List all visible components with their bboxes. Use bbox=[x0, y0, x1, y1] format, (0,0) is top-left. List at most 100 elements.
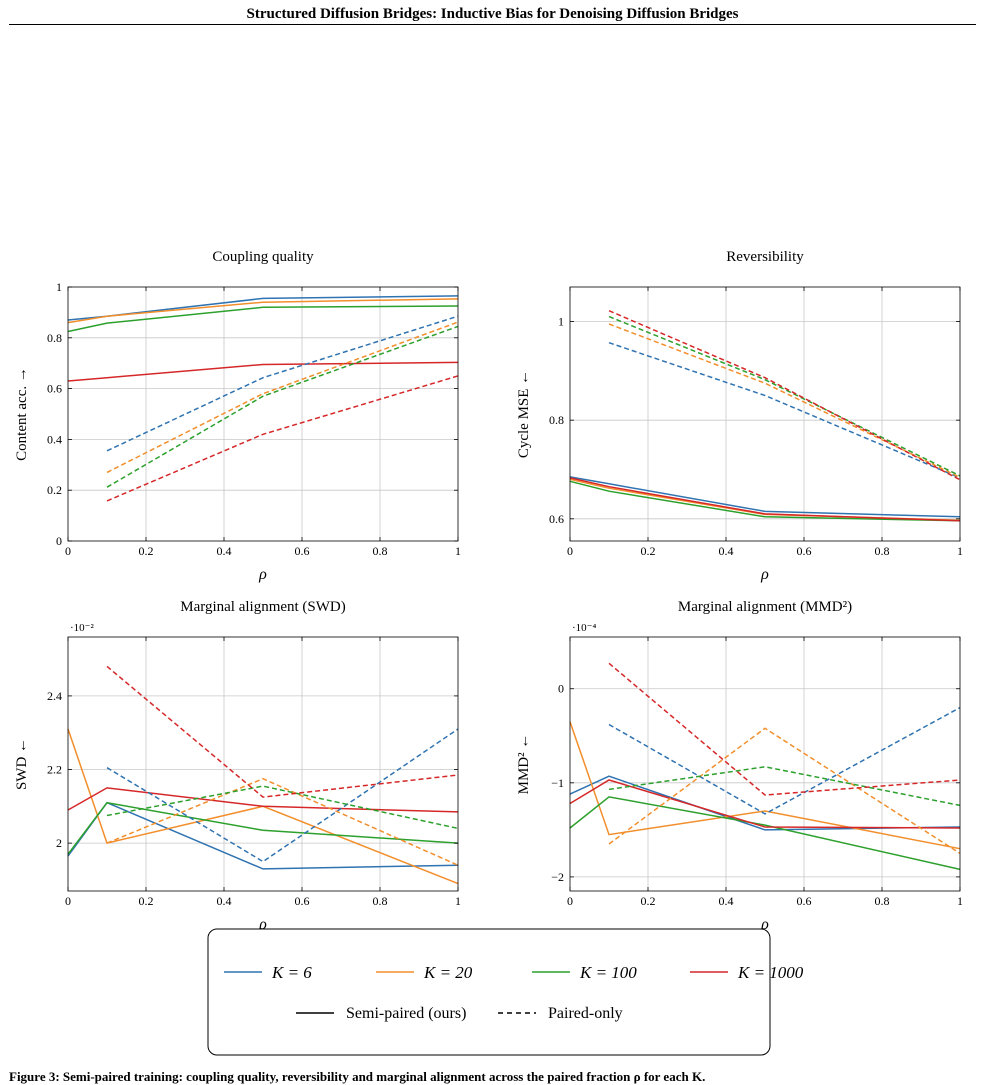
swd-ytick-label: 2.2 bbox=[47, 763, 62, 777]
swd-ytick-label: 2 bbox=[56, 836, 62, 850]
reversibility-series-100-paired-only bbox=[608, 315, 961, 477]
legend-label-k20: K = 20 bbox=[423, 963, 473, 982]
reversibility-xtick-label: 0.6 bbox=[797, 544, 812, 558]
mmd2-ytick-label: 0 bbox=[558, 682, 564, 696]
mmd2-series-6-paired-only bbox=[608, 706, 961, 815]
reversibility-xtick-label: 0.2 bbox=[641, 544, 656, 558]
swd-ytick-label: 2.4 bbox=[47, 689, 62, 703]
mmd2-ylabel: MMD² ← bbox=[516, 734, 532, 795]
swd-series-100-semi-paired bbox=[67, 801, 459, 855]
reversibility-xtick-label: 0.4 bbox=[719, 544, 734, 558]
mmd2-series-20-semi-paired bbox=[569, 721, 961, 850]
coupling-quality-series-1000-paired-only bbox=[106, 375, 459, 502]
mmd2-series-20-paired-only bbox=[608, 727, 961, 855]
coupling-quality-series-20-paired-only bbox=[106, 321, 459, 474]
coupling-quality-series-6-semi-paired bbox=[67, 295, 459, 321]
mmd2-title: Marginal alignment (MMD²) bbox=[678, 599, 852, 615]
coupling-quality-ylabel: Content acc. → bbox=[14, 367, 30, 461]
reversibility-series-6-paired-only bbox=[608, 341, 961, 479]
legend-label-k6: K = 6 bbox=[271, 963, 312, 982]
swd-series-20-semi-paired bbox=[67, 728, 459, 885]
reversibility-title: Reversibility bbox=[726, 249, 804, 265]
reversibility-plot-frame bbox=[569, 286, 961, 542]
coupling-quality-xlabel: ρ bbox=[258, 566, 267, 583]
reversibility-series-20-paired-only bbox=[608, 323, 961, 479]
coupling-quality-xtick-label: 0 bbox=[65, 544, 71, 558]
figure-canvas: 0 0.2 0.4 0.6 0.8 1 0 0.2 0.4 0.6 0.8 1 Coupling qua… bbox=[14, 249, 963, 1056]
coupling-quality-xtick-label: 0.8 bbox=[373, 544, 388, 558]
coupling-quality-series-100-paired-only bbox=[106, 325, 459, 488]
reversibility-xlabel: ρ bbox=[760, 566, 769, 583]
page-header: Structured Diffusion Bridges: Inductive … bbox=[0, 0, 985, 30]
coupling-quality-series-20-semi-paired bbox=[67, 298, 459, 324]
swd-xlabel: ρ bbox=[258, 916, 267, 933]
coupling-quality-ytick-label: 0.8 bbox=[47, 331, 62, 345]
mmd2-series-100-semi-paired bbox=[569, 796, 961, 871]
figure-caption-text: Figure 3: Semi-paired training: coupling… bbox=[9, 1069, 706, 1084]
reversibility-series-1000-paired-only bbox=[608, 310, 961, 481]
swd-xtick-label: 0.6 bbox=[295, 894, 310, 908]
mmd2-series-100-paired-only bbox=[608, 766, 961, 807]
reversibility-series-1000-semi-paired bbox=[569, 477, 961, 522]
mmd2-scale-label: ·10⁻⁴ bbox=[572, 622, 596, 634]
reversibility-series-100-semi-paired bbox=[569, 480, 961, 522]
figure-caption: Figure 3: Semi-paired training: coupling… bbox=[0, 1069, 985, 1085]
header-rule bbox=[9, 24, 976, 25]
swd-title: Marginal alignment (SWD) bbox=[180, 599, 346, 615]
swd-ylabel: SWD ← bbox=[14, 738, 30, 790]
mmd2-series-1000-semi-paired bbox=[569, 779, 961, 829]
coupling-quality-xtick-label: 0.2 bbox=[139, 544, 154, 558]
coupling-quality-xtick-label: 1 bbox=[455, 544, 461, 558]
swd-series-6-paired-only bbox=[106, 728, 459, 863]
reversibility-ylabel: Cycle MSE ← bbox=[516, 370, 532, 458]
coupling-quality-series-100-semi-paired bbox=[67, 305, 459, 333]
reversibility-xtick-label: 1 bbox=[957, 544, 963, 558]
swd-series-1000-paired-only bbox=[106, 665, 459, 798]
coupling-quality-ytick-label: 0.4 bbox=[47, 432, 62, 446]
mmd2-xtick-label: 0.6 bbox=[797, 894, 812, 908]
legend-label-k100: K = 100 bbox=[579, 963, 637, 982]
reversibility-xtick-label: 0.8 bbox=[875, 544, 890, 558]
coupling-quality-xtick-label: 0.4 bbox=[217, 544, 232, 558]
paper-running-title: Structured Diffusion Bridges: Inductive … bbox=[246, 6, 739, 22]
coupling-quality-xtick-label: 0.6 bbox=[295, 544, 310, 558]
swd-scale-label: ·10⁻² bbox=[70, 622, 94, 634]
mmd2-ytick-label: −1 bbox=[551, 776, 564, 790]
swd-xtick-label: 0.2 bbox=[139, 894, 154, 908]
reversibility-ytick-label: 0.6 bbox=[549, 512, 564, 526]
mmd2-ytick-label: −2 bbox=[551, 870, 564, 884]
mmd2-xtick-label: 0.2 bbox=[641, 894, 656, 908]
mmd2-xlabel: ρ bbox=[760, 916, 769, 933]
coupling-quality-title: Coupling quality bbox=[212, 249, 314, 265]
mmd2-xtick-label: 0.4 bbox=[719, 894, 734, 908]
mmd2-xtick-label: 1 bbox=[957, 894, 963, 908]
mmd2-series-6-semi-paired bbox=[569, 775, 961, 831]
swd-xtick-label: 0.8 bbox=[373, 894, 388, 908]
coupling-quality-series-1000-semi-paired bbox=[67, 361, 459, 382]
mmd2-xtick-label: 0.8 bbox=[875, 894, 890, 908]
coupling-quality-plot-frame bbox=[67, 286, 459, 542]
reversibility-ytick-label: 1 bbox=[558, 315, 564, 329]
coupling-quality-ytick-label: 1 bbox=[56, 280, 62, 294]
mmd2-xtick-label: 0 bbox=[567, 894, 573, 908]
coupling-quality-series-6-paired-only bbox=[106, 315, 459, 452]
swd-plot-frame bbox=[67, 636, 459, 892]
reversibility-xtick-label: 0 bbox=[567, 544, 573, 558]
swd-xtick-label: 1 bbox=[455, 894, 461, 908]
reversibility-series-6-semi-paired bbox=[569, 476, 961, 518]
swd-series-1000-semi-paired bbox=[67, 787, 459, 813]
swd-xtick-label: 0.4 bbox=[217, 894, 232, 908]
coupling-quality-ytick-label: 0.2 bbox=[47, 483, 62, 497]
swd-xtick-label: 0 bbox=[65, 894, 71, 908]
swd-series-100-paired-only bbox=[106, 785, 459, 830]
legend-label-paired-only: Paired-only bbox=[548, 1005, 623, 1022]
coupling-quality-ytick-label: 0.6 bbox=[47, 382, 62, 396]
legend-box bbox=[207, 928, 771, 1056]
legend-label-semi-paired: Semi-paired (ours) bbox=[346, 1005, 466, 1022]
coupling-quality-ytick-label: 0 bbox=[56, 534, 62, 548]
reversibility-ytick-label: 0.8 bbox=[549, 413, 564, 427]
mmd2-series-1000-paired-only bbox=[608, 662, 961, 796]
legend-label-k1000: K = 1000 bbox=[737, 963, 804, 982]
swd-series-20-paired-only bbox=[106, 777, 459, 866]
mmd2-plot-frame bbox=[569, 636, 961, 892]
